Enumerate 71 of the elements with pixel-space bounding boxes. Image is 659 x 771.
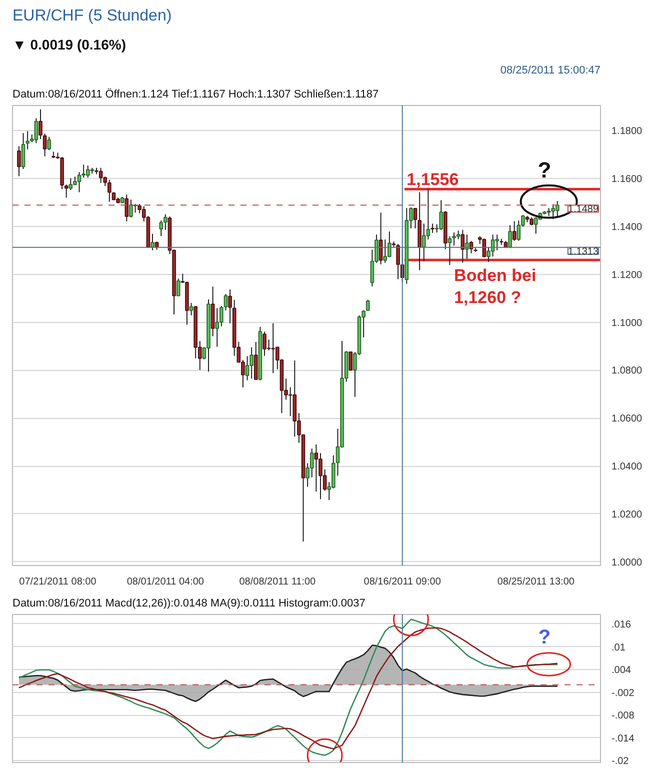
- candlestick: [150, 233, 154, 251]
- text: Datum:08/16/2011 Macd(12,26)):0.0148 MA(9):0.0111 Histogram:0.0037: [12, 598, 366, 610]
- y-tick-label: 1.0600: [612, 414, 643, 425]
- x-tick-label: 07/21/2011 08:00: [19, 576, 97, 588]
- candlestick: [396, 243, 400, 280]
- y-tick-label: 1.1600: [612, 174, 643, 186]
- y-tick-label: -.014: [612, 733, 635, 744]
- candlestick: [17, 146, 21, 177]
- y-tick-label: -.02: [612, 756, 630, 768]
- candlestick: [430, 223, 434, 234]
- candlestick: [129, 199, 133, 218]
- annotation: ?: [538, 626, 551, 648]
- candlestick: [271, 322, 276, 374]
- candlestick: [245, 356, 250, 381]
- y-tick-label: .016: [612, 619, 632, 630]
- candlestick: [176, 278, 180, 296]
- y-tick-label: .01: [612, 642, 626, 654]
- y-tick-label: -.002: [612, 688, 635, 699]
- x-tick-label: 08/16/2011 09:00: [364, 576, 442, 588]
- candlestick: [383, 238, 388, 264]
- candlestick: [34, 118, 38, 144]
- candlestick: [215, 308, 220, 348]
- y-tick-label: 1.0400: [612, 462, 643, 473]
- candlestick: [262, 331, 266, 356]
- y-tick-label: 1.0000: [612, 557, 643, 568]
- y-tick-label: 1.1200: [612, 270, 643, 281]
- candlestick: [42, 133, 47, 157]
- y-tick-label: 1.1400: [612, 222, 643, 233]
- candlestick: [512, 220, 516, 242]
- candlestick: [495, 234, 500, 251]
- candlestick: [534, 216, 538, 234]
- candlestick: [250, 346, 254, 380]
- x-tick-label: 08/25/2011 13:00: [497, 576, 575, 588]
- candlestick: [314, 444, 318, 492]
- annotation: 1,1556: [406, 170, 459, 190]
- y-tick-label: .004: [612, 665, 632, 676]
- candlestick: [508, 224, 512, 249]
- chart-title: EUR/CHF (5 Stunden): [12, 8, 172, 24]
- candlestick: [189, 302, 194, 316]
- candlestick: [68, 178, 73, 191]
- candlestick: [551, 204, 556, 220]
- annotation: ?: [538, 157, 552, 182]
- y-tick-label: 1.0200: [612, 509, 643, 520]
- text: Datum:08/16/2011 Öffnen:1.124 Tief:1.1167 Hoch:1.1307 Schließen:1.1187: [12, 88, 379, 100]
- x-tick-label: 08/01/2011 04:00: [126, 576, 204, 588]
- text: 08/25/2011 15:00:47: [500, 64, 601, 76]
- candlestick: [366, 299, 370, 311]
- candlestick: [452, 232, 456, 246]
- candlestick: [378, 212, 383, 265]
- candlestick: [98, 167, 103, 184]
- candlestick: [448, 236, 452, 266]
- candlestick: [64, 184, 68, 198]
- candlestick: [348, 352, 353, 372]
- x-tick-label: 08/08/2011 11:00: [239, 576, 316, 588]
- candlestick: [159, 220, 164, 237]
- y-tick-label: 1.1800: [612, 126, 643, 138]
- candlestick: [21, 132, 26, 170]
- chart-subtitle: ▼ 0.0019 (0.16%): [12, 36, 126, 52]
- candlestick: [38, 108, 42, 140]
- candlestick: [77, 172, 82, 193]
- y-tick-label: 1.0800: [612, 366, 643, 377]
- candlestick: [318, 452, 322, 500]
- candlestick: [465, 234, 469, 260]
- y-tick-label: -.008: [612, 710, 635, 722]
- candlestick: [439, 200, 444, 230]
- candlestick: [124, 194, 129, 222]
- y-tick-label: 1.1000: [612, 318, 643, 329]
- candlestick: [228, 289, 232, 324]
- candlestick: [86, 165, 90, 178]
- candlestick: [47, 136, 52, 151]
- annotation: Boden bei 1,1260 ?: [454, 266, 536, 307]
